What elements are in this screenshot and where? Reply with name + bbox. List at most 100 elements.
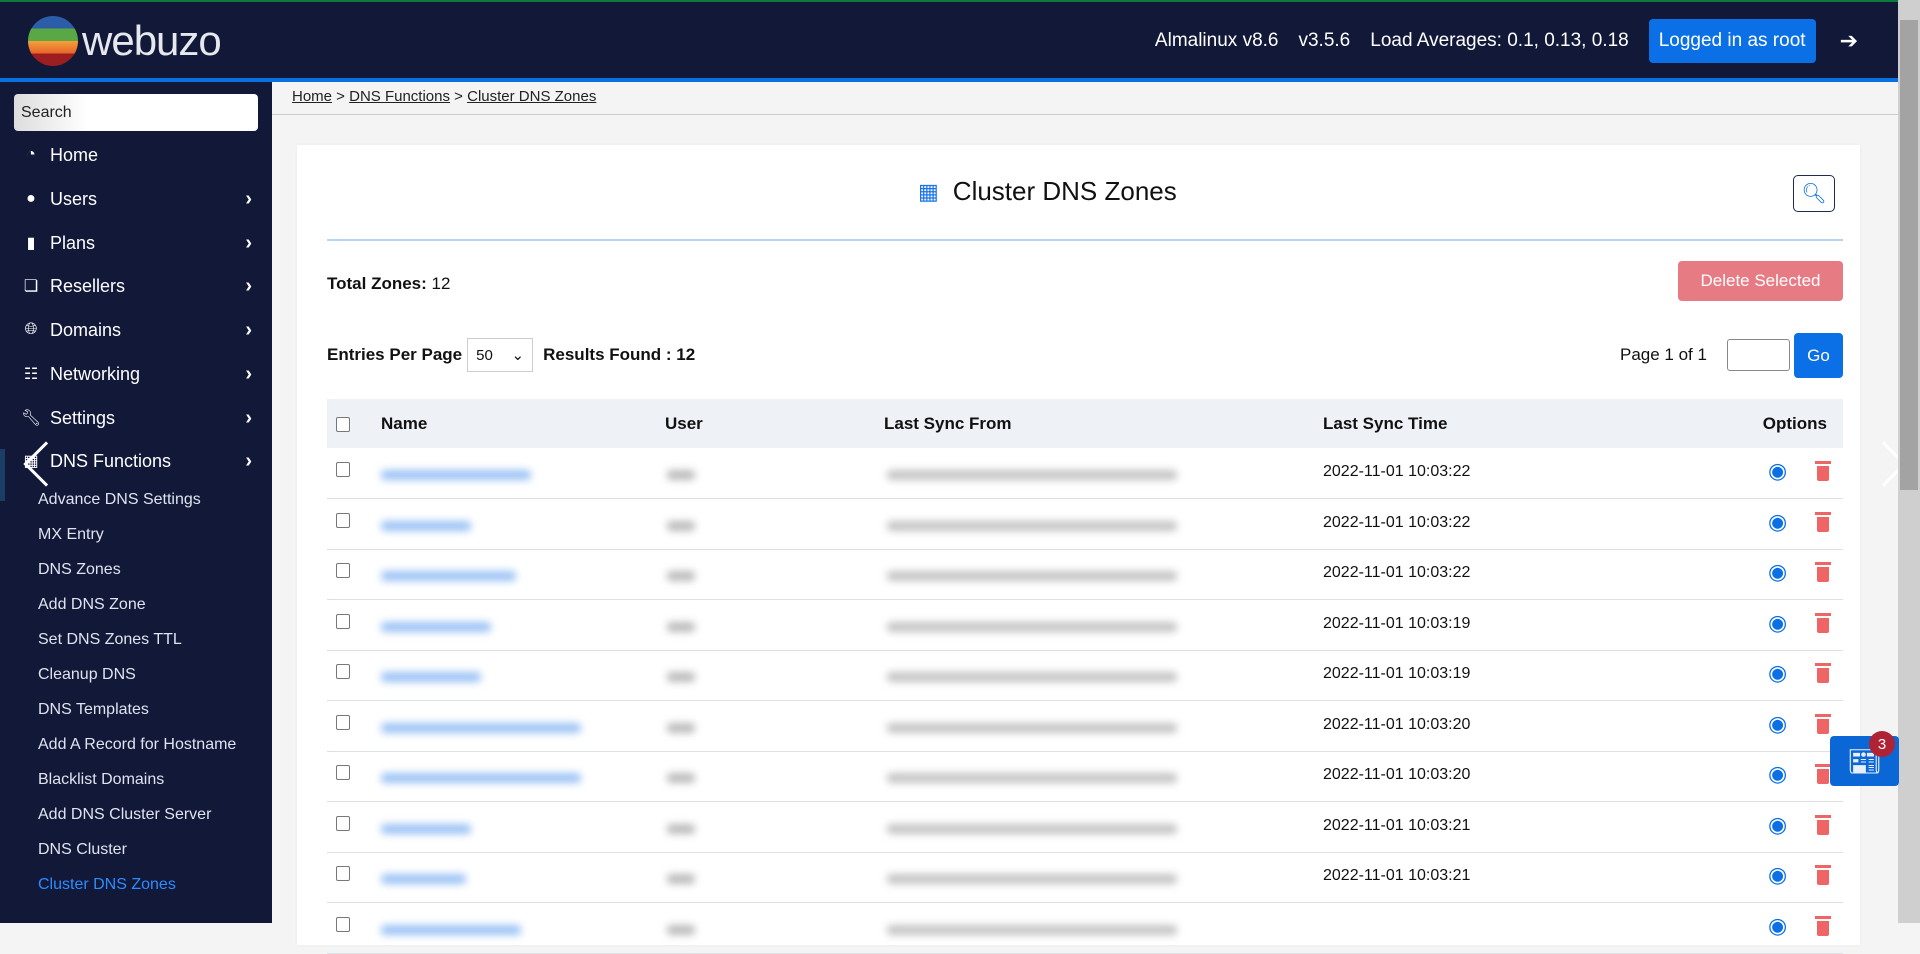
view-eye-icon[interactable]: ◉ — [1768, 811, 1788, 837]
delete-selected-button[interactable]: Delete Selected — [1678, 261, 1843, 301]
view-eye-icon[interactable]: ◉ — [1768, 609, 1788, 635]
chevron-right-icon: › — [245, 274, 252, 297]
zone-name-link[interactable] — [381, 773, 581, 783]
last-sync-from — [887, 823, 1177, 834]
network-icon: ☷ — [23, 366, 39, 383]
sidebar-subitem-advance-dns-settings[interactable]: Advance DNS Settings — [38, 491, 201, 508]
row-checkbox[interactable] — [336, 765, 350, 780]
delete-trash-icon[interactable] — [1815, 764, 1831, 784]
sidebar-search-input[interactable]: Search — [14, 94, 258, 131]
zone-name-link[interactable] — [381, 722, 581, 733]
view-eye-icon[interactable]: ◉ — [1768, 710, 1788, 736]
sidebar-item-dns-functions[interactable]: ▦ DNS Functions › — [0, 441, 272, 481]
delete-trash-icon[interactable] — [1815, 461, 1831, 481]
sidebar-subitem-add-dns-cluster-server[interactable]: Add DNS Cluster Server — [38, 806, 212, 823]
row-checkbox[interactable] — [336, 866, 350, 881]
breadcrumb-home[interactable]: Home — [292, 88, 333, 105]
sitemap-icon: ▦ — [918, 178, 939, 204]
logo[interactable]: webuzo — [28, 16, 222, 66]
select-all-checkbox[interactable] — [336, 417, 350, 432]
row-checkbox[interactable] — [336, 815, 350, 831]
scrollbar-thumb[interactable] — [1900, 20, 1918, 490]
view-eye-icon[interactable]: ◉ — [1768, 660, 1788, 685]
view-eye-icon[interactable]: ◉ — [1768, 862, 1788, 887]
zone-name-link[interactable] — [381, 621, 491, 632]
last-sync-time: 2022-11-01 10:03:20 — [1323, 715, 1471, 733]
last-sync-time: 2022-11-01 10:03:21 — [1323, 867, 1471, 884]
sidebar-subitem-blacklist-domains[interactable]: Blacklist Domains — [38, 771, 165, 788]
row-checkbox[interactable] — [336, 512, 350, 528]
breadcrumb-dns-functions[interactable]: DNS Functions — [349, 88, 450, 105]
sidebar-subitem-set-dns-zones-ttl[interactable]: Set DNS Zones TTL — [38, 631, 182, 648]
view-eye-icon[interactable]: ◉ — [1768, 912, 1788, 938]
entries-select[interactable]: 50 ⌄ — [467, 338, 534, 372]
sidebar-subitem-mx-entry[interactable]: MX Entry — [38, 526, 104, 543]
zone-name-link[interactable] — [381, 874, 466, 884]
row-checkbox[interactable] — [336, 714, 350, 730]
breadcrumb: Home > DNS Functions > Cluster DNS Zones — [292, 88, 597, 105]
total-zones-value: 12 — [431, 274, 451, 293]
clone-icon: ❏ — [23, 278, 39, 295]
zone-user — [667, 672, 695, 682]
zone-name-link[interactable] — [381, 520, 471, 531]
sidebar-item-users[interactable]: ● Users › — [0, 179, 272, 219]
column-user[interactable]: User — [665, 414, 703, 433]
delete-trash-icon[interactable] — [1815, 511, 1831, 532]
column-last-sync-from[interactable]: Last Sync From — [884, 414, 1012, 433]
sidebar-item-settings[interactable]: 🔧︎ Settings › — [0, 398, 272, 438]
sidebar-subitem-dns-templates[interactable]: DNS Templates — [38, 701, 149, 718]
scrollbar[interactable] — [1898, 0, 1920, 923]
page-number-input[interactable] — [1727, 339, 1790, 371]
sidebar-subitem-dns-cluster[interactable]: DNS Cluster — [38, 841, 127, 858]
logged-in-button[interactable]: Logged in as root — [1648, 19, 1816, 63]
delete-trash-icon[interactable] — [1815, 612, 1831, 633]
view-eye-icon[interactable]: ◉ — [1768, 508, 1788, 534]
sidebar-item-label: Settings — [50, 407, 116, 428]
sidebar-subitem-cluster-dns-zones[interactable]: Cluster DNS Zones — [38, 876, 176, 893]
row-checkbox[interactable] — [336, 462, 350, 477]
zone-name-link[interactable] — [381, 470, 531, 480]
delete-trash-icon[interactable] — [1815, 663, 1831, 683]
last-sync-time: 2022-11-01 10:03:19 — [1323, 665, 1471, 682]
sidebar-subitem-add-dns-zone[interactable]: Add DNS Zone — [38, 596, 146, 613]
zone-name-link[interactable] — [381, 571, 516, 581]
search-icon: 🔍︎ — [1801, 183, 1827, 205]
sidebar-item-home[interactable]: ◔ Home — [0, 135, 272, 175]
sign-out-icon[interactable]: ➔ — [1839, 28, 1858, 53]
sidebar-subitem-dns-zones[interactable]: DNS Zones — [38, 561, 121, 578]
view-eye-icon[interactable]: ◉ — [1768, 761, 1788, 786]
sidebar-item-domains[interactable]: 🌐︎ Domains › — [0, 310, 272, 350]
load-averages: Load Averages: 0.1, 0.13, 0.18 — [1370, 30, 1629, 51]
last-sync-time: 2022-11-01 10:03:19 — [1323, 614, 1471, 632]
view-eye-icon[interactable]: ◉ — [1768, 458, 1788, 483]
sidebar-item-label: Users — [50, 188, 98, 209]
column-last-sync-time[interactable]: Last Sync Time — [1323, 414, 1448, 433]
breadcrumb-cluster-dns-zones[interactable]: Cluster DNS Zones — [467, 88, 597, 105]
search-button[interactable]: 🔍︎ — [1793, 175, 1835, 212]
zone-name-link[interactable] — [381, 924, 521, 935]
sidebar-item-networking[interactable]: ☷ Networking › — [0, 354, 272, 394]
row-checkbox[interactable] — [336, 613, 350, 629]
delete-trash-icon[interactable] — [1815, 915, 1831, 936]
column-name[interactable]: Name — [381, 414, 428, 433]
delete-trash-icon[interactable] — [1815, 865, 1831, 885]
zone-name-link[interactable] — [381, 672, 481, 682]
row-checkbox[interactable] — [336, 916, 350, 932]
row-checkbox[interactable] — [336, 563, 350, 578]
delete-trash-icon[interactable] — [1815, 562, 1831, 582]
sidebar-item-resellers[interactable]: ❏ Resellers › — [0, 266, 272, 306]
delete-trash-icon[interactable] — [1815, 713, 1831, 734]
delete-trash-icon[interactable] — [1815, 814, 1831, 835]
table-row: ◉ — [327, 903, 1843, 954]
zone-user — [667, 571, 695, 581]
go-button[interactable]: Go — [1794, 333, 1843, 378]
webuzo-globe-icon — [28, 16, 78, 66]
zone-name-link[interactable] — [381, 823, 471, 834]
sidebar-subitem-add-a-record-for-hostname[interactable]: Add A Record for Hostname — [38, 736, 237, 753]
sidebar-item-plans[interactable]: ▮ Plans › — [0, 223, 272, 263]
row-checkbox[interactable] — [336, 664, 350, 679]
sidebar-subitem-cleanup-dns[interactable]: Cleanup DNS — [38, 666, 136, 683]
view-eye-icon[interactable]: ◉ — [1768, 559, 1788, 584]
app-version: v3.5.6 — [1298, 30, 1351, 51]
sidebar: Search ◔ Home ● Users › ▮ Plans › ❏ Resellers › 🌐︎ D… — [0, 82, 272, 923]
